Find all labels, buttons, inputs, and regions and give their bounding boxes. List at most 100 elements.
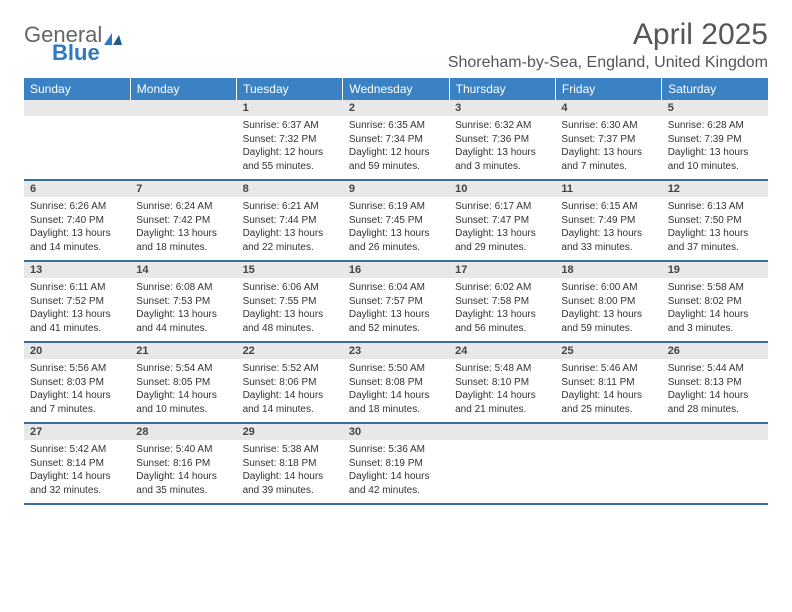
calendar-week-row: 1Sunrise: 6:37 AMSunset: 7:32 PMDaylight…	[24, 100, 768, 180]
calendar-cell: 3Sunrise: 6:32 AMSunset: 7:36 PMDaylight…	[449, 100, 555, 180]
day-number: 1	[237, 100, 343, 116]
day-body	[449, 440, 555, 498]
day-number: 16	[343, 262, 449, 278]
day-body: Sunrise: 6:32 AMSunset: 7:36 PMDaylight:…	[449, 116, 555, 179]
calendar-cell: 12Sunrise: 6:13 AMSunset: 7:50 PMDayligh…	[662, 180, 768, 261]
day-number: 24	[449, 343, 555, 359]
calendar-cell: 10Sunrise: 6:17 AMSunset: 7:47 PMDayligh…	[449, 180, 555, 261]
day-number: 17	[449, 262, 555, 278]
calendar-cell: 4Sunrise: 6:30 AMSunset: 7:37 PMDaylight…	[555, 100, 661, 180]
day-body: Sunrise: 5:58 AMSunset: 8:02 PMDaylight:…	[662, 278, 768, 341]
calendar-cell	[130, 100, 236, 180]
calendar-cell: 23Sunrise: 5:50 AMSunset: 8:08 PMDayligh…	[343, 342, 449, 423]
day-body: Sunrise: 5:40 AMSunset: 8:16 PMDaylight:…	[130, 440, 236, 503]
day-number: 7	[130, 181, 236, 197]
day-body: Sunrise: 5:48 AMSunset: 8:10 PMDaylight:…	[449, 359, 555, 422]
day-body: Sunrise: 6:28 AMSunset: 7:39 PMDaylight:…	[662, 116, 768, 179]
header: GeneralBlue April 2025 Shoreham-by-Sea, …	[24, 18, 768, 72]
day-body: Sunrise: 6:00 AMSunset: 8:00 PMDaylight:…	[555, 278, 661, 341]
day-body: Sunrise: 5:54 AMSunset: 8:05 PMDaylight:…	[130, 359, 236, 422]
day-number: 25	[555, 343, 661, 359]
day-number: 20	[24, 343, 130, 359]
calendar-cell	[449, 423, 555, 504]
day-body: Sunrise: 6:13 AMSunset: 7:50 PMDaylight:…	[662, 197, 768, 260]
day-body: Sunrise: 5:50 AMSunset: 8:08 PMDaylight:…	[343, 359, 449, 422]
logo: GeneralBlue	[24, 24, 125, 64]
day-number: 21	[130, 343, 236, 359]
day-body: Sunrise: 6:24 AMSunset: 7:42 PMDaylight:…	[130, 197, 236, 260]
day-number	[662, 424, 768, 440]
weekday-header: Saturday	[662, 78, 768, 100]
calendar-cell: 22Sunrise: 5:52 AMSunset: 8:06 PMDayligh…	[237, 342, 343, 423]
title-block: April 2025 Shoreham-by-Sea, England, Uni…	[448, 18, 768, 72]
day-body: Sunrise: 6:06 AMSunset: 7:55 PMDaylight:…	[237, 278, 343, 341]
day-number: 9	[343, 181, 449, 197]
day-body: Sunrise: 5:52 AMSunset: 8:06 PMDaylight:…	[237, 359, 343, 422]
calendar-cell: 21Sunrise: 5:54 AMSunset: 8:05 PMDayligh…	[130, 342, 236, 423]
calendar-cell: 25Sunrise: 5:46 AMSunset: 8:11 PMDayligh…	[555, 342, 661, 423]
day-body: Sunrise: 6:17 AMSunset: 7:47 PMDaylight:…	[449, 197, 555, 260]
calendar-cell: 16Sunrise: 6:04 AMSunset: 7:57 PMDayligh…	[343, 261, 449, 342]
day-body: Sunrise: 5:46 AMSunset: 8:11 PMDaylight:…	[555, 359, 661, 422]
calendar-cell: 13Sunrise: 6:11 AMSunset: 7:52 PMDayligh…	[24, 261, 130, 342]
calendar-cell: 17Sunrise: 6:02 AMSunset: 7:58 PMDayligh…	[449, 261, 555, 342]
day-number: 18	[555, 262, 661, 278]
calendar-cell	[662, 423, 768, 504]
day-number	[555, 424, 661, 440]
day-number: 19	[662, 262, 768, 278]
day-number: 4	[555, 100, 661, 116]
day-body: Sunrise: 6:26 AMSunset: 7:40 PMDaylight:…	[24, 197, 130, 260]
day-body: Sunrise: 6:37 AMSunset: 7:32 PMDaylight:…	[237, 116, 343, 179]
calendar-cell	[24, 100, 130, 180]
day-body: Sunrise: 5:44 AMSunset: 8:13 PMDaylight:…	[662, 359, 768, 422]
day-number: 15	[237, 262, 343, 278]
calendar-cell: 30Sunrise: 5:36 AMSunset: 8:19 PMDayligh…	[343, 423, 449, 504]
day-number: 13	[24, 262, 130, 278]
calendar-week-row: 6Sunrise: 6:26 AMSunset: 7:40 PMDaylight…	[24, 180, 768, 261]
day-number: 8	[237, 181, 343, 197]
day-body	[130, 116, 236, 174]
calendar-cell: 2Sunrise: 6:35 AMSunset: 7:34 PMDaylight…	[343, 100, 449, 180]
weekday-header-row: SundayMondayTuesdayWednesdayThursdayFrid…	[24, 78, 768, 100]
calendar-cell: 11Sunrise: 6:15 AMSunset: 7:49 PMDayligh…	[555, 180, 661, 261]
weekday-header: Tuesday	[237, 78, 343, 100]
day-number: 30	[343, 424, 449, 440]
day-body: Sunrise: 6:04 AMSunset: 7:57 PMDaylight:…	[343, 278, 449, 341]
day-number: 5	[662, 100, 768, 116]
calendar-table: SundayMondayTuesdayWednesdayThursdayFrid…	[24, 78, 768, 505]
calendar-week-row: 13Sunrise: 6:11 AMSunset: 7:52 PMDayligh…	[24, 261, 768, 342]
day-body	[662, 440, 768, 498]
day-number	[130, 100, 236, 116]
day-number: 27	[24, 424, 130, 440]
day-body: Sunrise: 5:42 AMSunset: 8:14 PMDaylight:…	[24, 440, 130, 503]
day-body: Sunrise: 6:19 AMSunset: 7:45 PMDaylight:…	[343, 197, 449, 260]
day-number: 10	[449, 181, 555, 197]
day-body: Sunrise: 6:08 AMSunset: 7:53 PMDaylight:…	[130, 278, 236, 341]
day-body: Sunrise: 6:15 AMSunset: 7:49 PMDaylight:…	[555, 197, 661, 260]
calendar-cell: 27Sunrise: 5:42 AMSunset: 8:14 PMDayligh…	[24, 423, 130, 504]
day-body: Sunrise: 6:11 AMSunset: 7:52 PMDaylight:…	[24, 278, 130, 341]
day-number: 3	[449, 100, 555, 116]
day-number: 2	[343, 100, 449, 116]
day-number: 11	[555, 181, 661, 197]
day-body: Sunrise: 6:30 AMSunset: 7:37 PMDaylight:…	[555, 116, 661, 179]
calendar-cell: 14Sunrise: 6:08 AMSunset: 7:53 PMDayligh…	[130, 261, 236, 342]
calendar-cell: 20Sunrise: 5:56 AMSunset: 8:03 PMDayligh…	[24, 342, 130, 423]
day-number: 29	[237, 424, 343, 440]
day-number: 22	[237, 343, 343, 359]
calendar-week-row: 20Sunrise: 5:56 AMSunset: 8:03 PMDayligh…	[24, 342, 768, 423]
calendar-cell: 19Sunrise: 5:58 AMSunset: 8:02 PMDayligh…	[662, 261, 768, 342]
day-number: 28	[130, 424, 236, 440]
day-body: Sunrise: 5:36 AMSunset: 8:19 PMDaylight:…	[343, 440, 449, 503]
day-body: Sunrise: 5:56 AMSunset: 8:03 PMDaylight:…	[24, 359, 130, 422]
day-number: 12	[662, 181, 768, 197]
day-body	[24, 116, 130, 174]
calendar-cell: 24Sunrise: 5:48 AMSunset: 8:10 PMDayligh…	[449, 342, 555, 423]
calendar-cell: 8Sunrise: 6:21 AMSunset: 7:44 PMDaylight…	[237, 180, 343, 261]
calendar-cell: 5Sunrise: 6:28 AMSunset: 7:39 PMDaylight…	[662, 100, 768, 180]
day-number: 14	[130, 262, 236, 278]
day-body: Sunrise: 6:02 AMSunset: 7:58 PMDaylight:…	[449, 278, 555, 341]
calendar-cell: 6Sunrise: 6:26 AMSunset: 7:40 PMDaylight…	[24, 180, 130, 261]
weekday-header: Wednesday	[343, 78, 449, 100]
day-number	[24, 100, 130, 116]
